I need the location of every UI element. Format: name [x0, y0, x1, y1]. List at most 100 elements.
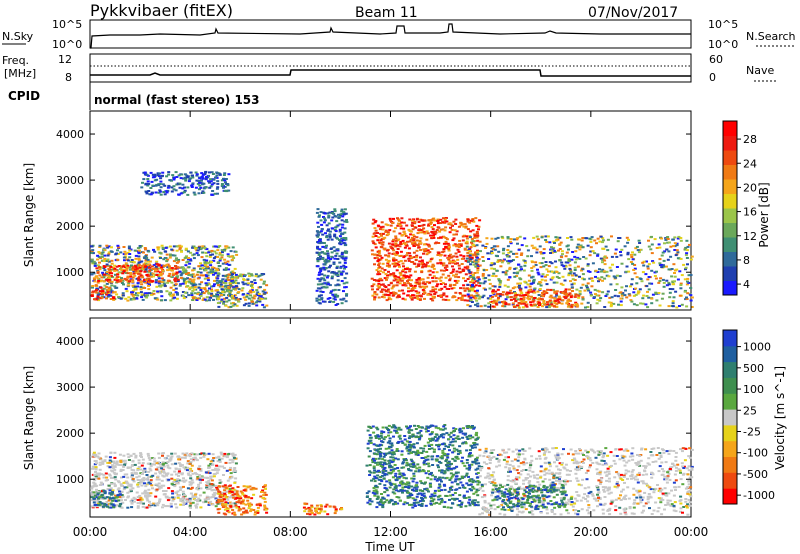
echo-cell: [116, 494, 120, 497]
echo-cell: [223, 185, 227, 188]
echo-cell: [253, 279, 257, 282]
echo-cell: [661, 264, 665, 267]
echo-cell: [380, 291, 384, 293]
echo-cell: [136, 483, 140, 486]
echo-cell: [342, 290, 345, 293]
echo-cell: [111, 467, 115, 469]
power-colorbar-cells: [723, 121, 737, 296]
echo-cell: [455, 230, 459, 233]
echo-cell: [93, 455, 97, 458]
echo-cell: [618, 237, 622, 239]
echo-cell: [195, 506, 198, 509]
echo-cell: [575, 305, 579, 308]
echo-cell: [205, 481, 209, 484]
echo-cell: [514, 295, 518, 298]
echo-cell: [184, 247, 188, 250]
echo-cell: [252, 493, 256, 496]
echo-cell: [216, 460, 220, 463]
echo-cell: [557, 295, 561, 298]
echo-cell: [111, 499, 115, 502]
echo-cell: [544, 261, 548, 263]
echo-cell: [380, 279, 384, 282]
echo-cell: [485, 237, 489, 240]
echo-cell: [647, 296, 651, 299]
echo-cell: [467, 290, 471, 293]
echo-cell: [377, 270, 380, 273]
echo-cell: [241, 499, 245, 502]
echo-cell: [553, 251, 557, 253]
echo-cell: [218, 285, 222, 288]
echo-cell: [407, 279, 411, 281]
echo-cell: [156, 504, 160, 507]
echo-cell: [173, 278, 177, 281]
echo-cell: [600, 276, 604, 279]
echo-cell: [441, 228, 445, 231]
echo-cell: [412, 238, 416, 240]
echo-cell: [133, 274, 137, 277]
echo-cell: [198, 246, 201, 249]
echo-cell: [461, 235, 465, 238]
echo-cell: [199, 506, 203, 509]
echo-cell: [464, 259, 468, 262]
echo-cell: [409, 295, 413, 298]
echo-cell: [422, 281, 426, 284]
nave-label: Nave: [746, 64, 774, 77]
echo-cell: [113, 264, 117, 267]
echo-cell: [454, 262, 457, 265]
echo-cell: [449, 272, 453, 274]
echo-cell: [413, 220, 417, 223]
echo-cell: [143, 287, 147, 289]
echo-cell: [153, 504, 157, 507]
echo-cell: [473, 234, 477, 237]
echo-cell: [504, 273, 508, 276]
echo-cell: [589, 250, 593, 253]
echo-cell: [317, 273, 321, 276]
echo-cell: [184, 273, 188, 275]
echo-cell: [204, 453, 208, 456]
echo-cell: [156, 270, 160, 273]
echo-cell: [407, 228, 411, 231]
echo-cell: [629, 261, 633, 263]
echo-cell: [420, 278, 424, 281]
freq-panel: [89, 53, 692, 83]
echo-cell: [680, 274, 684, 277]
echo-cell: [431, 263, 435, 266]
echo-cell: [228, 458, 232, 461]
echo-cell: [386, 293, 390, 296]
echo-cell: [606, 238, 610, 241]
echo-cell: [392, 272, 396, 275]
echo-cell: [487, 302, 491, 305]
echo-cell: [119, 463, 123, 466]
echo-cell: [181, 490, 185, 493]
echo-cell: [518, 235, 522, 238]
echo-cell: [175, 271, 179, 274]
echo-cell: [115, 279, 119, 282]
echo-cell: [343, 259, 347, 262]
echo-cell: [95, 267, 99, 270]
echo-cell: [437, 252, 441, 255]
echo-cell: [122, 256, 126, 259]
echo-cell: [404, 284, 408, 287]
echo-cell: [188, 470, 192, 473]
echo-cell: [392, 273, 396, 276]
echo-cell: [541, 257, 545, 260]
echo-cell: [140, 484, 144, 487]
echo-cell: [146, 260, 150, 263]
echo-cell: [241, 493, 245, 496]
echo-cell: [123, 259, 126, 262]
echo-cell: [573, 266, 577, 269]
echo-cell: [455, 255, 459, 258]
echo-cell: [581, 296, 585, 299]
echo-cell: [484, 288, 487, 291]
echo-cell: [167, 171, 171, 174]
echo-cell: [323, 212, 327, 215]
echo-cell: [92, 467, 96, 470]
echo-cell: [256, 300, 260, 303]
echo-cell: [664, 237, 668, 240]
echo-cell: [208, 466, 212, 469]
echo-cell: [207, 291, 211, 294]
echo-cell: [143, 171, 147, 174]
echo-cell: [673, 275, 677, 278]
echo-cell: [397, 276, 401, 279]
